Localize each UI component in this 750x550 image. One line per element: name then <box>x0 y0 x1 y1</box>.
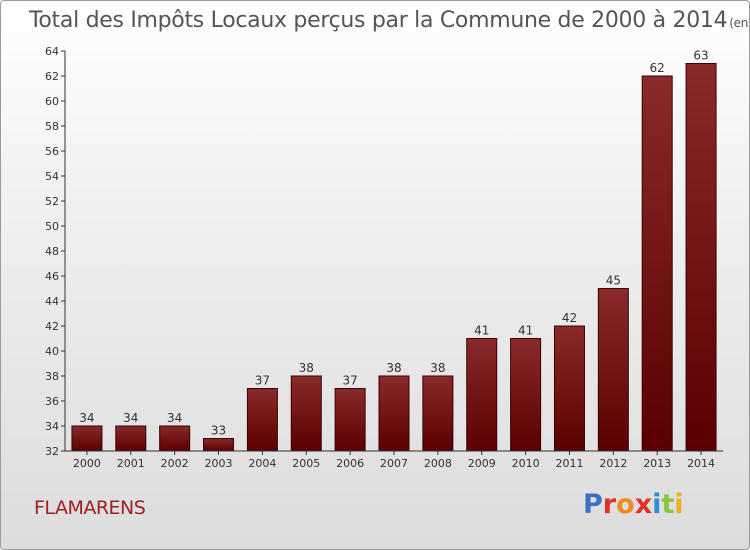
y-axis: 32 34 36 38 40 42 44 46 48 50 52 54 56 58 60 62 64 <box>45 45 66 458</box>
x-tick-label: 2005 <box>292 457 320 470</box>
y-tick-label: 34 <box>45 420 59 433</box>
bar <box>71 425 103 452</box>
bar-value-label: 38 <box>430 361 445 375</box>
logo-letter: i <box>674 489 684 520</box>
x-tick-label: 2011 <box>555 457 583 470</box>
y-tick-label: 64 <box>45 45 59 58</box>
bar-value-label: 41 <box>474 324 489 338</box>
bar <box>203 438 235 452</box>
y-tick-label: 48 <box>45 245 59 258</box>
y-tick-label: 32 <box>45 445 59 458</box>
bar <box>378 375 410 452</box>
logo-letter: x <box>634 489 653 520</box>
x-tick-label: 2009 <box>468 457 496 470</box>
title-text: Total des Impôts Locaux perçus par la Co… <box>29 8 728 33</box>
bar <box>159 425 191 452</box>
proxiti-logo: Proxiti <box>583 489 684 520</box>
y-tick-label: 42 <box>45 320 59 333</box>
x-tick-label: 2002 <box>161 457 189 470</box>
logo-letter: t <box>661 489 675 520</box>
bar-value-label: 33 <box>211 424 226 438</box>
y-tick-label: 46 <box>45 270 59 283</box>
bar <box>466 338 498 452</box>
x-tick-label: 2014 <box>687 457 715 470</box>
bar <box>597 288 629 452</box>
y-tick-label: 50 <box>45 220 59 233</box>
unit-label: (en milliers d'€) <box>729 16 749 30</box>
bar <box>510 338 542 452</box>
x-tick-label: 2001 <box>117 457 145 470</box>
bar-value-label: 37 <box>342 374 357 388</box>
commune-name: FLAMARENS <box>34 497 146 519</box>
y-tick-label: 58 <box>45 120 59 133</box>
x-tick-label: 2013 <box>643 457 671 470</box>
bar <box>290 375 322 452</box>
x-tick-label: 2012 <box>599 457 627 470</box>
x-tick-label: 2003 <box>205 457 233 470</box>
x-tick-label: 2007 <box>380 457 408 470</box>
x-tick-label: 2004 <box>248 457 276 470</box>
bar-value-label: 41 <box>518 324 533 338</box>
bar-value-label: 42 <box>562 311 577 325</box>
bar-value-label: 45 <box>606 274 621 288</box>
bar <box>553 325 585 452</box>
logo-letter: P <box>583 489 603 520</box>
bar <box>641 75 673 452</box>
bar-value-label: 62 <box>650 61 665 75</box>
y-tick-label: 38 <box>45 370 59 383</box>
bar <box>334 388 366 452</box>
bar-value-label: 38 <box>386 361 401 375</box>
logo-letter: o <box>616 489 635 520</box>
bar-value-label: 63 <box>693 49 708 63</box>
logo-letter: i <box>652 489 662 520</box>
x-tick-label: 2010 <box>512 457 540 470</box>
x-tick-label: 2006 <box>336 457 364 470</box>
bar <box>422 375 454 452</box>
bar-value-label: 34 <box>79 411 94 425</box>
bar-value-label: 38 <box>299 361 314 375</box>
logo-letter: r <box>602 489 617 520</box>
y-tick-label: 52 <box>45 195 59 208</box>
bar <box>115 425 147 452</box>
x-tick-label: 2008 <box>424 457 452 470</box>
bar-value-label: 34 <box>167 411 182 425</box>
bar-value-label: 37 <box>255 374 270 388</box>
y-tick-label: 62 <box>45 70 59 83</box>
bar <box>246 388 278 452</box>
y-tick-label: 56 <box>45 145 59 158</box>
y-tick-label: 36 <box>45 395 59 408</box>
y-tick-label: 60 <box>45 95 59 108</box>
x-axis: 2000 2001 2002 2003 2004 2005 2006 2007 2008 2009… <box>65 450 723 470</box>
chart-title: Total des Impôts Locaux perçus par la Co… <box>29 8 749 33</box>
bar <box>685 63 717 452</box>
bar-value-label: 34 <box>123 411 138 425</box>
y-tick-label: 54 <box>45 170 59 183</box>
x-tick-label: 2000 <box>73 457 101 470</box>
y-tick-label: 40 <box>45 345 59 358</box>
y-tick-label: 44 <box>45 295 59 308</box>
bars: 34 34 34 33 37 38 37 38 38 41 41 42 45 62 63 <box>71 49 717 452</box>
